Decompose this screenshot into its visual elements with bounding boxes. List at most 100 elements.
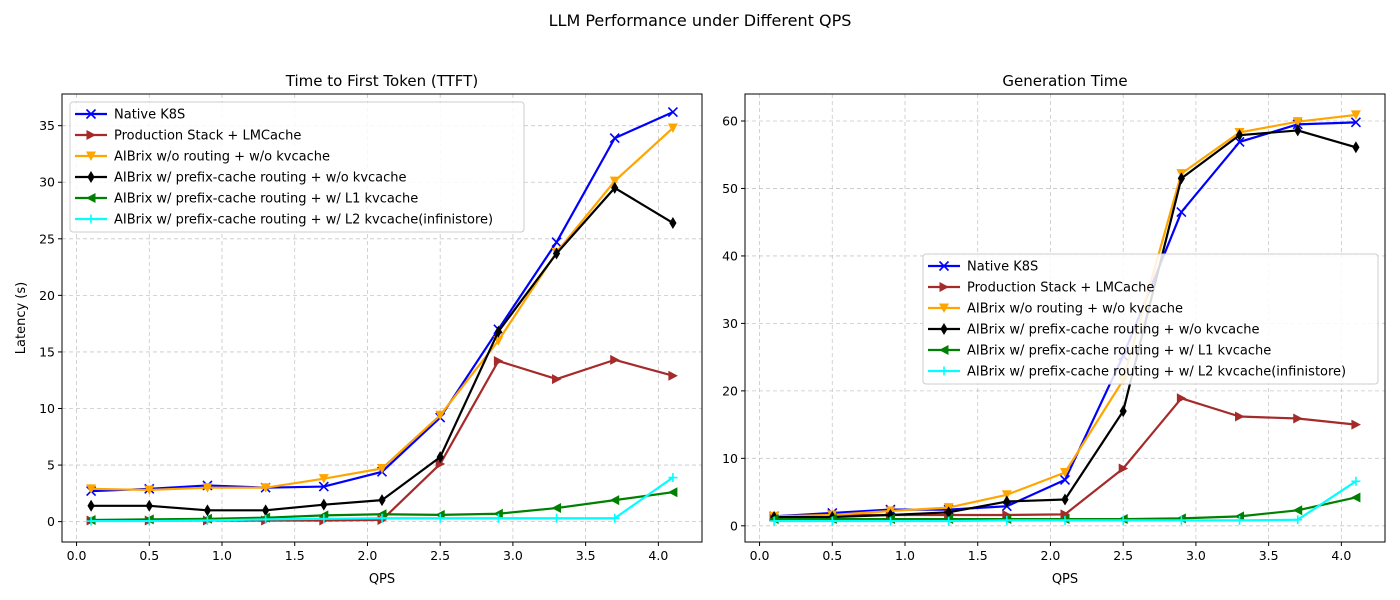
data-point [1060,515,1070,525]
series-3 [87,181,677,517]
x-tick-label: 3.0 [503,548,523,563]
legend-entry: Native K8S [75,108,185,123]
legend-label: AIBrix w/ prefix-cache routing + w/ L2 k… [967,365,1346,380]
x-tick-label: 0.0 [750,548,770,563]
legend-entry: AIBrix w/ prefix-cache routing + w/o kvc… [75,171,407,186]
data-point [1176,393,1187,404]
x-tick-label: 1.0 [895,548,915,563]
data-point [945,506,953,519]
legend-marker [86,151,96,161]
data-point [1352,141,1360,154]
legend-marker [939,345,949,355]
data-point [610,513,620,523]
legend-entry: AIBrix w/ prefix-cache routing + w/ L1 k… [75,192,418,207]
data-point [86,516,96,526]
y-tick-label: 20 [722,383,738,398]
data-point [1350,492,1361,503]
y-tick-label: 50 [722,181,738,196]
plot-title: Time to First Token (TTFT) [285,72,478,90]
data-point [1061,493,1069,506]
data-point [1294,124,1302,137]
data-point [1293,515,1303,525]
plot-title: Generation Time [1002,72,1127,90]
data-point [1002,510,1012,521]
data-point [320,498,328,511]
x-tick-label: 3.0 [1186,548,1206,563]
data-point [667,107,678,118]
generation-time-plot: 0.0 0.5 1.0 1.5 2.0 2.5 3.0 3.5 4.0 0 10 20 30 40 50 60… [722,72,1386,587]
x-tick-label: 2.0 [1041,548,1061,563]
x-tick-label: 0.0 [67,548,87,563]
x-tick-label: 1.0 [212,548,232,563]
legend-entry: Native K8S [928,260,1038,275]
x-tick-label: 1.5 [968,548,988,563]
data-point [1177,172,1185,185]
data-point [260,483,271,493]
y-tick-label: 0 [47,514,55,529]
data-point [319,514,329,524]
data-point [318,481,329,492]
legend-box [922,253,1379,385]
data-point [202,483,213,493]
legend: Native K8S Production Stack + LMCache AIBr… [69,101,525,233]
x-tick-label: 1.5 [285,548,305,563]
legend-entry: Production Stack + LMCache [928,281,1154,296]
ttft-plot: 0.0 0.5 1.0 1.5 2.0 2.5 3.0 3.5 4.0 0 5 10 15 20 25 30 3… [14,72,703,587]
data-point [1350,110,1361,120]
legend-marker [939,366,949,376]
data-point [667,123,678,133]
legend-entry: AIBrix w/ prefix-cache routing + w/ L2 k… [928,365,1346,380]
legend-entry: AIBrix w/ prefix-cache routing + w/o kvc… [928,323,1260,338]
x-axis-label: QPS [1052,572,1078,587]
x-tick-label: 4.0 [648,548,668,563]
y-tick-label: 30 [722,316,738,331]
legend-marker [940,323,948,335]
data-point [202,516,212,526]
data-point [144,485,155,495]
y-tick-label: 10 [39,401,55,416]
data-point [493,508,503,519]
data-point [435,458,446,469]
data-point [668,473,678,483]
legend-label: Native K8S [114,108,185,123]
data-point [610,354,620,365]
data-point [493,513,503,523]
axes-frame [744,93,1386,543]
data-point [1235,411,1245,422]
data-point [552,374,562,385]
data-point [1060,509,1070,520]
legend: Native K8S Production Stack + LMCache AIBr… [922,253,1379,385]
data-point [885,516,895,526]
y-tick-label: 5 [47,458,55,473]
data-point [1002,515,1012,525]
legend-entry: AIBrix w/ prefix-cache routing + w/ L1 k… [928,344,1271,359]
legend-entry: Production Stack + LMCache [75,129,301,144]
data-point [435,513,445,523]
data-point [1235,129,1244,142]
legend-marker [86,214,96,224]
data-point [1234,136,1245,147]
legend-box [69,101,525,233]
data-point [827,516,837,526]
legend-marker [939,282,949,292]
data-point [377,513,387,523]
data-point [1293,413,1303,424]
y-tick-label: 20 [39,288,55,303]
data-point [261,514,271,524]
data-point [435,410,446,421]
data-point [1059,474,1071,485]
x-tick-label: 2.0 [358,548,378,563]
legend-entry: AIBrix w/ prefix-cache routing + w/ L2 k… [75,213,493,228]
data-point [1292,117,1303,127]
data-point [377,463,387,474]
y-tick-label: 60 [722,113,738,128]
data-point [87,499,95,512]
x-tick-label: 4.0 [1331,548,1351,563]
y-tick-label: 10 [722,451,738,466]
legend-label: AIBrix w/ prefix-cache routing + w/ L1 k… [114,192,418,207]
legend-marker [85,108,97,120]
data-point [667,487,678,498]
data-point [769,516,779,526]
data-point [944,516,954,526]
data-point [1003,495,1011,508]
